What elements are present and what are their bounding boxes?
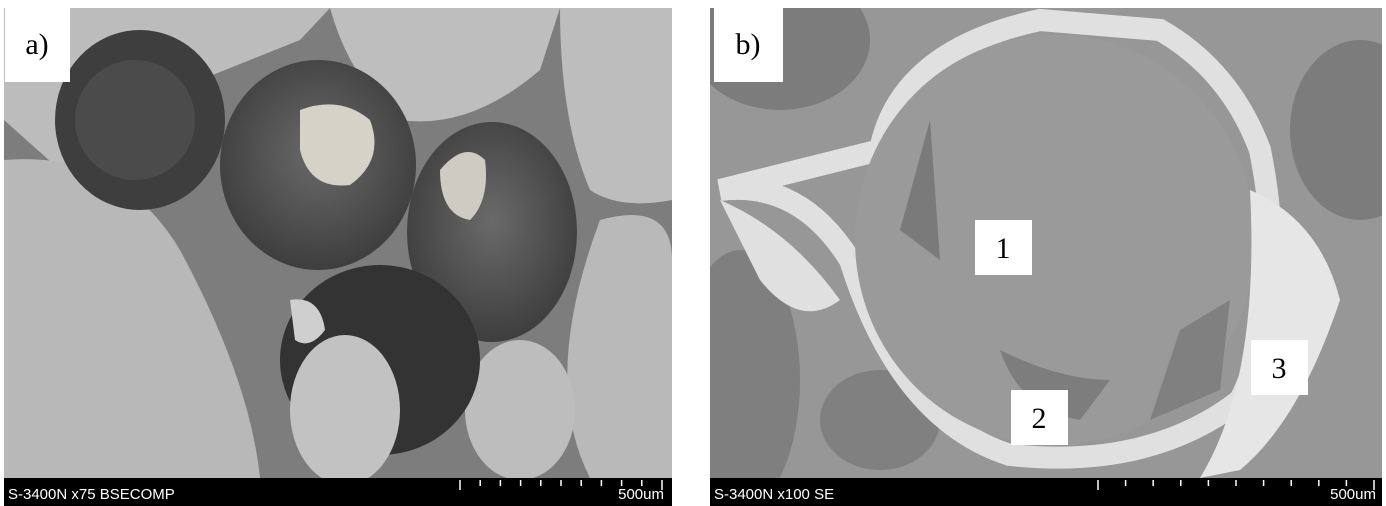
label-box	[714, 5, 783, 82]
scale-label: 500um	[1330, 486, 1376, 503]
micrograph-a	[4, 8, 672, 478]
region-marker: 1	[996, 232, 1011, 265]
micrograph-b	[710, 8, 1382, 478]
scale-label: 500um	[618, 486, 664, 503]
label-box	[5, 5, 70, 82]
marker-box	[1011, 390, 1068, 445]
scale-bar	[1097, 480, 1375, 490]
region-marker: 3	[1272, 352, 1287, 385]
scale-bar	[459, 480, 663, 490]
marker-box	[975, 220, 1032, 275]
info-caption: S-3400N x100 SE	[714, 486, 834, 503]
region-marker: 2	[1032, 402, 1047, 435]
info-bar	[710, 478, 1382, 506]
info-caption: S-3400N x75 BSECOMP	[8, 486, 175, 503]
panel-label: b)	[736, 28, 761, 61]
marker-box	[1251, 340, 1308, 395]
panel-label: a)	[25, 28, 48, 61]
